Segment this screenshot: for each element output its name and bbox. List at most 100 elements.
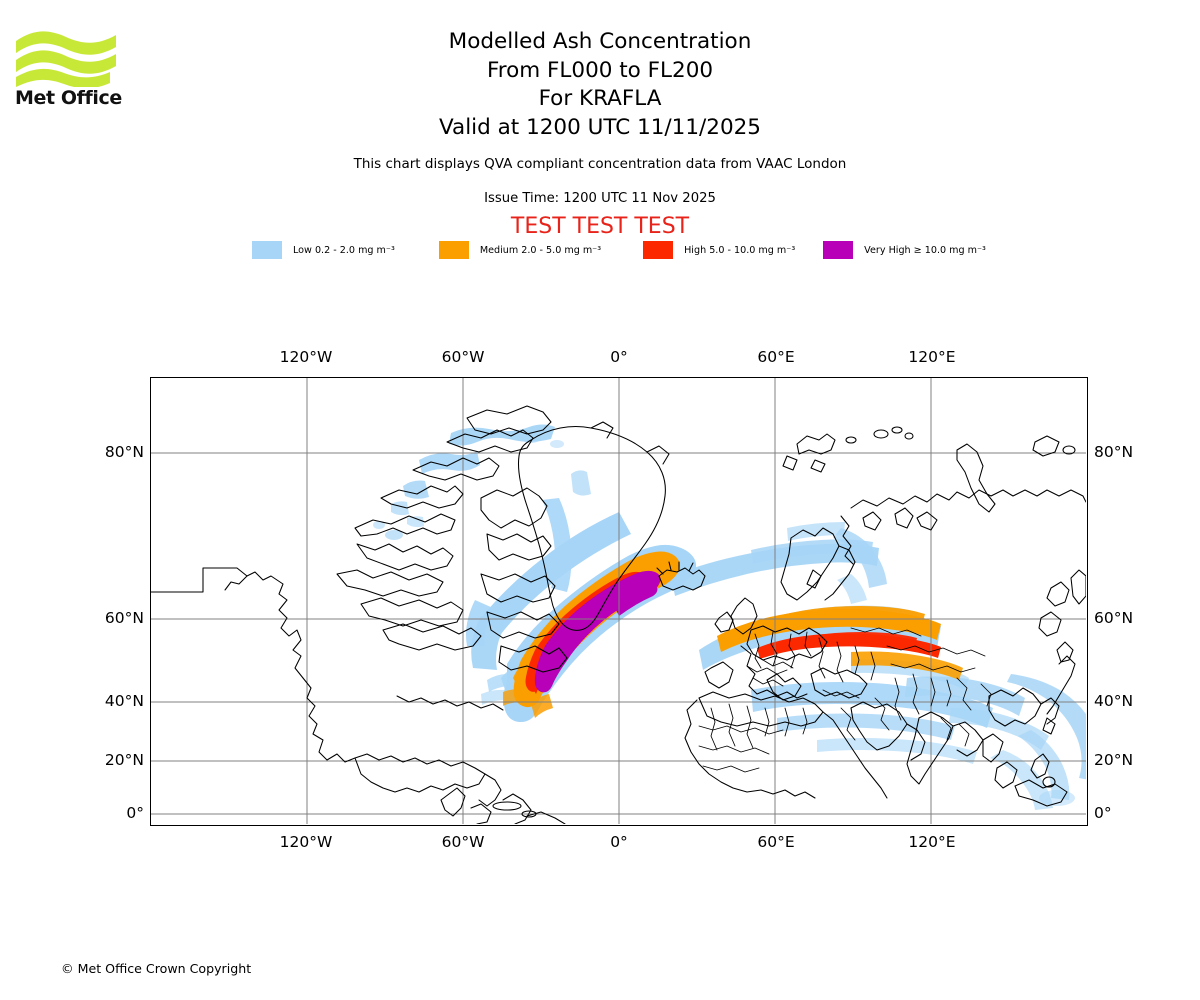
coastline-baffin-island	[480, 487, 548, 529]
coastline-iceland-fjords	[656, 561, 694, 575]
tick-lat-left-0: 0°	[126, 804, 144, 822]
tick-lon-top-60W: 60°W	[441, 348, 485, 366]
tick-lat-left-20N: 20°N	[104, 751, 144, 769]
coastline-china-east	[988, 687, 1042, 727]
copyright-notice: © Met Office Crown Copyright	[61, 961, 252, 976]
coastline-alaska	[151, 567, 304, 679]
legend-swatch-high	[643, 241, 674, 259]
coastline-yamal	[862, 511, 882, 531]
test-banner: TEST TEST TEST	[510, 214, 690, 239]
border-usa-canada	[396, 695, 504, 711]
coastline-taimyr-w	[916, 511, 938, 531]
coastline-okhotsk	[1046, 581, 1070, 607]
coastline-great-britain	[730, 597, 758, 635]
coastline-iberia	[704, 661, 734, 689]
coastline-kvitoya	[845, 436, 857, 444]
coastline-kyushu	[1042, 717, 1056, 735]
coastline-caribbean	[502, 793, 532, 824]
coastline-indochina	[982, 733, 1004, 763]
coastline-hispaniola	[521, 810, 537, 818]
coastline-kamchatka	[1070, 569, 1086, 605]
legend-swatch-medium	[438, 241, 469, 259]
ash-plume-very-high	[534, 570, 661, 693]
met-office-logo-text: Met Office	[15, 87, 122, 109]
coastline-malay	[994, 761, 1018, 789]
coastline-alaska-north	[224, 575, 248, 591]
legend-item-medium: Medium 2.0 - 5.0 mg m⁻³	[438, 240, 602, 260]
coastline-novaya-zemlya	[956, 443, 996, 513]
tick-lat-right-80N: 80°N	[1094, 443, 1134, 461]
tick-lon-bottom-120E: 120°E	[908, 833, 956, 851]
legend-label-medium: Medium 2.0 - 5.0 mg m⁻³	[479, 244, 602, 256]
coastline-bothnia	[806, 569, 822, 589]
coastline-layer	[151, 405, 1086, 824]
coastline-ireland	[714, 611, 734, 633]
tick-lon-bottom-60W: 60°W	[441, 833, 485, 851]
coastline-franz-josef-3	[904, 432, 914, 440]
tick-lon-top-60E: 60°E	[757, 348, 795, 366]
world-map-svg	[151, 378, 1086, 824]
coastline-usa-canada	[354, 753, 486, 793]
legend-swatch-very-high	[823, 241, 854, 259]
coastline-svalbard-west	[782, 455, 798, 471]
coastline-hudson-bay	[360, 597, 464, 627]
coastline-hudson-north	[336, 569, 444, 597]
coastline-newfoundland-north	[486, 611, 560, 639]
tick-lon-top-120W: 120°W	[279, 348, 333, 366]
coastline-greenland-ne	[646, 445, 670, 465]
legend-label-high: High 5.0 - 10.0 mg m⁻³	[684, 244, 796, 256]
ash-plume-layer	[373, 424, 1086, 810]
map-plot-frame[interactable]	[150, 377, 1088, 826]
coastline-europe-north	[746, 625, 828, 661]
coastline-newfoundland	[498, 645, 568, 673]
coastline-greenland-north	[590, 421, 614, 439]
coastline-svalbard	[796, 433, 836, 455]
tick-lon-top-120E: 120°E	[908, 348, 956, 366]
coastline-mexico	[440, 787, 466, 817]
coastline-korea	[1040, 697, 1060, 725]
coastline-iceland	[658, 567, 706, 591]
coastline-gulf-guinea	[760, 789, 816, 799]
coastline-sakhalin	[1038, 611, 1062, 637]
coastline-hokkaido	[1056, 641, 1074, 663]
met-office-logo: Met Office	[14, 27, 124, 117]
graticule-gridlines	[151, 378, 1086, 824]
coastline-ne-africa	[822, 711, 888, 799]
coastline-india	[906, 711, 954, 785]
chart-source-note: This chart displays QVA compliant concen…	[353, 156, 847, 172]
coastline-gulf-oman	[906, 723, 926, 761]
coastline-gydan	[894, 507, 914, 529]
coastline-europe-west	[740, 645, 808, 699]
legend-item-very-high: Very High ≥ 10.0 mg m⁻³	[823, 240, 986, 260]
legend-item-low: Low 0.2 - 2.0 mg m⁻³	[252, 240, 395, 260]
coastline-indonesia	[1014, 779, 1068, 807]
coastline-labrador	[480, 573, 556, 603]
coastline-finland-east	[824, 545, 856, 601]
coastline-arabia	[850, 701, 908, 751]
coastline-bc-cascadia	[302, 677, 356, 763]
coastline-kanin	[840, 515, 854, 565]
coastline-cuba	[492, 801, 522, 811]
coastline-ellesmere-north	[466, 405, 552, 435]
coastline-franz-josef-1	[873, 429, 889, 439]
legend-swatch-low	[252, 241, 282, 259]
map-container[interactable]: 120°W 60°W 0° 60°E 120°E 120°W 60°W 0° 6…	[105, 348, 1133, 851]
coastline-severnaya-zemlya-2	[1062, 445, 1076, 455]
tick-lat-right-60N: 60°N	[1094, 609, 1134, 627]
tick-lat-right-40N: 40°N	[1094, 692, 1134, 710]
country-borders-layer	[698, 627, 992, 773]
title-valid-time: Valid at 1200 UTC 11/11/2025	[438, 114, 761, 140]
met-office-wave-icon	[16, 31, 116, 87]
coastline-svalbard-east	[810, 459, 826, 473]
title-volcano: For KRAFLA	[538, 86, 662, 111]
coastline-baffin-south	[486, 533, 552, 561]
page-title: Modelled Ash Concentration	[448, 29, 752, 54]
issue-time-label: Issue Time: 1200 UTC 11 Nov 2025	[484, 191, 716, 206]
tick-lon-bottom-120W: 120°W	[279, 833, 333, 851]
coastline-west-africa	[684, 699, 762, 793]
coastline-melville-island	[412, 457, 500, 481]
coastline-venezuela	[526, 811, 566, 824]
tick-lon-bottom-0: 0°	[610, 833, 628, 851]
tick-lat-right-0: 0°	[1094, 804, 1112, 822]
